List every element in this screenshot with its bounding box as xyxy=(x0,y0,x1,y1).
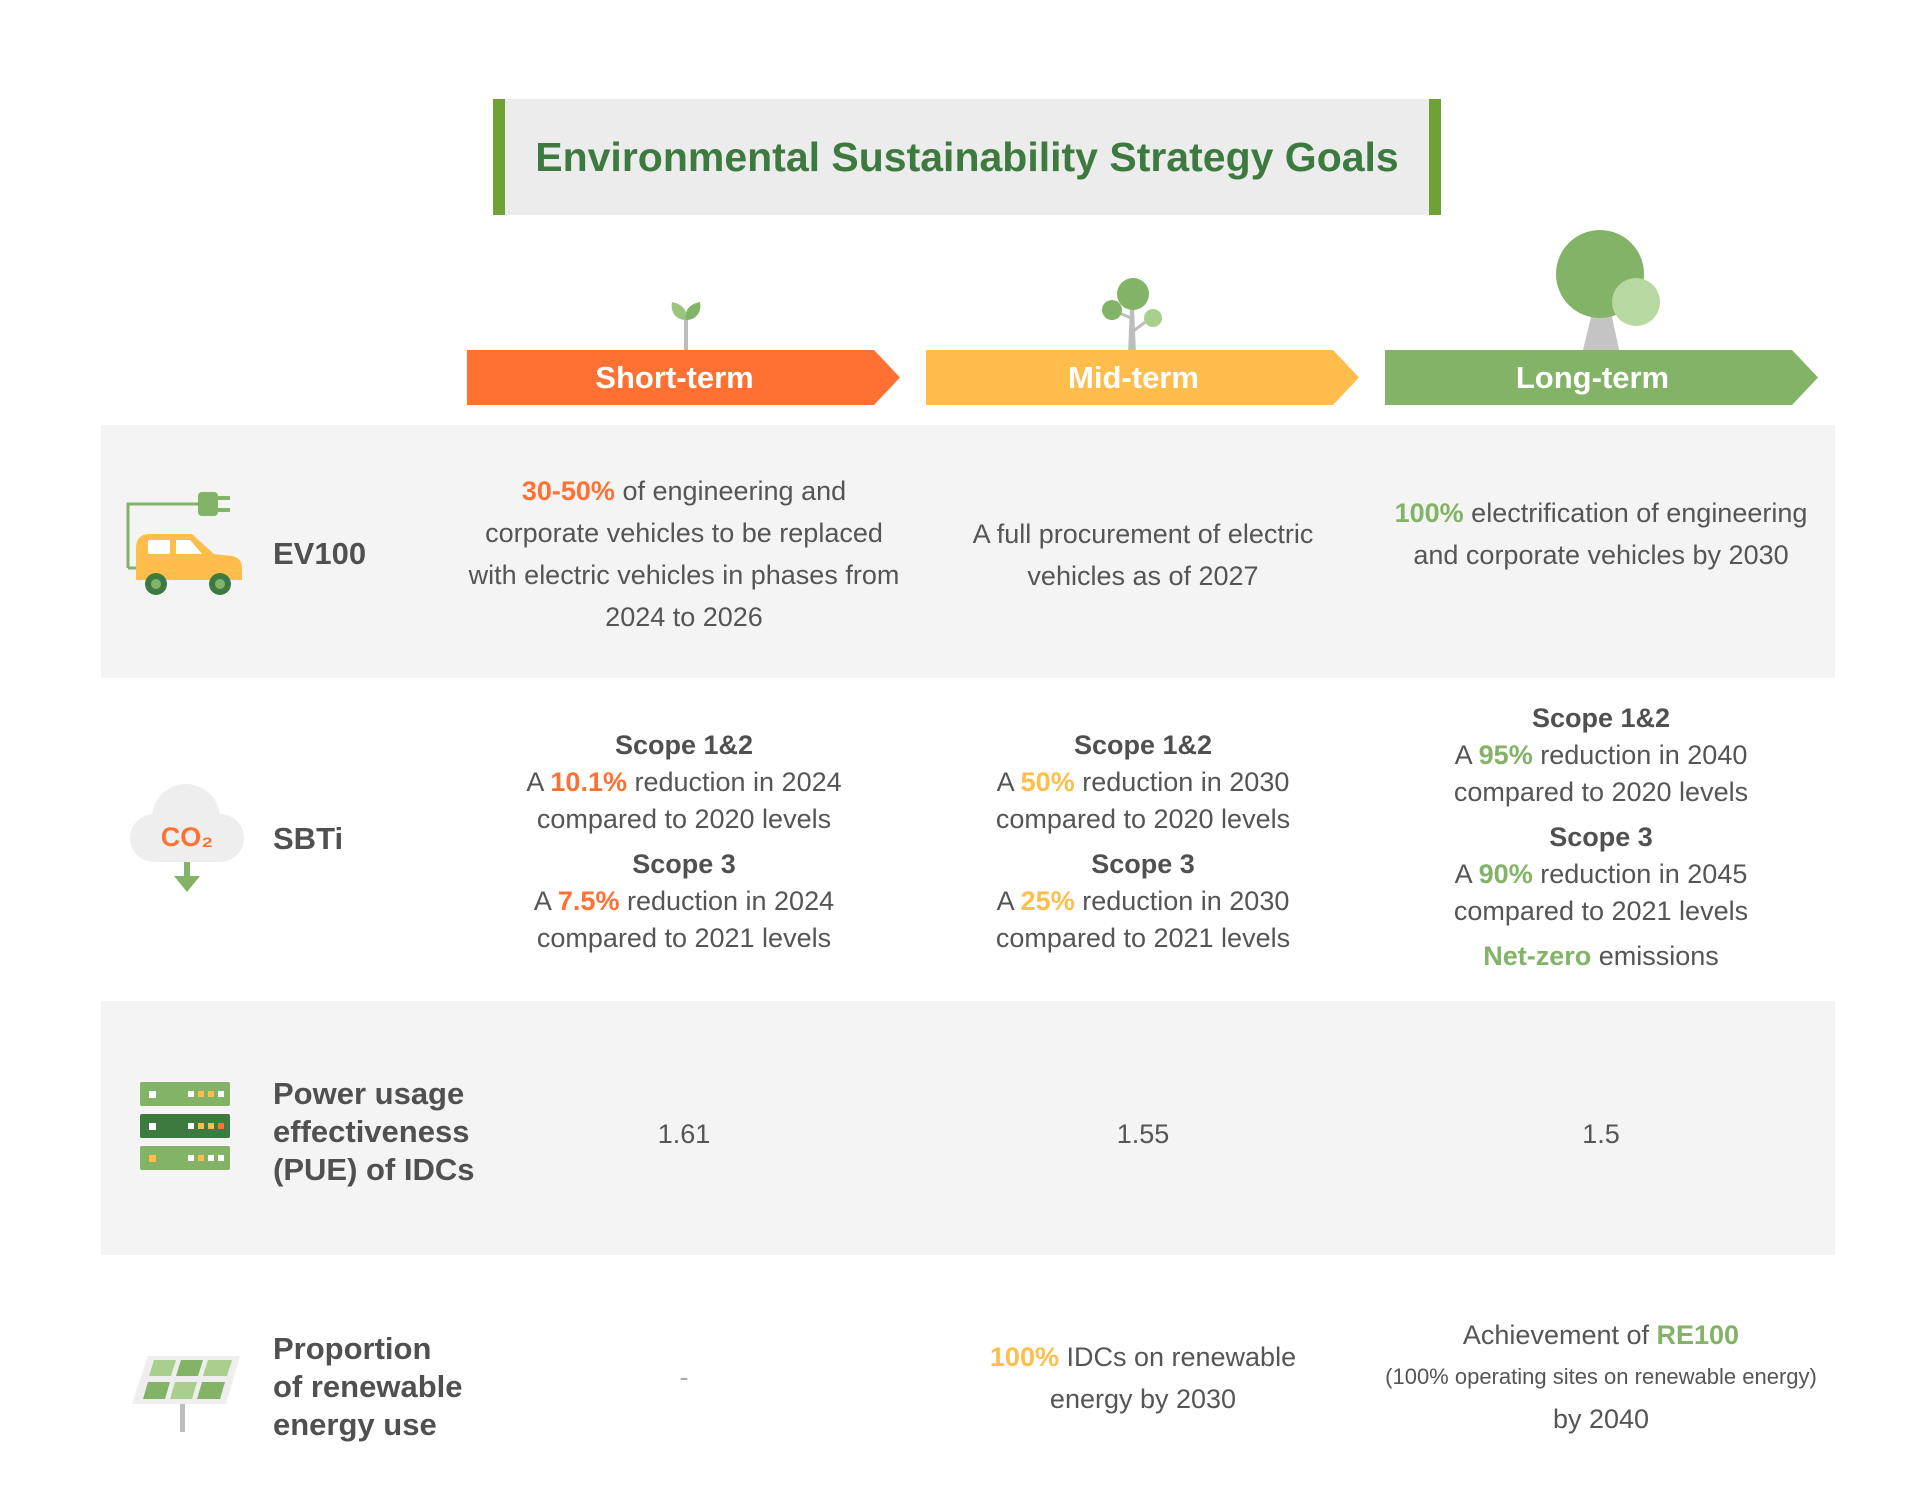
ev100-long-text: electrification of engineering and corpo… xyxy=(1413,498,1808,570)
sbti-short-scope12-title: Scope 1&2 xyxy=(614,730,754,760)
long-term-header: Long-term xyxy=(1385,350,1818,405)
sbti-long-scope12-pre: A xyxy=(1454,740,1479,770)
renewable-mid-highlight: 100% xyxy=(989,1342,1059,1372)
sbti-mid-scope12-highlight: 50% xyxy=(1020,767,1075,797)
sbti-mid-scope3-title: Scope 3 xyxy=(1091,849,1195,879)
sbti-short-scope3-title: Scope 3 xyxy=(632,849,736,879)
pue-mid-term-value: 1.55 xyxy=(1116,1119,1170,1149)
pue-label: Power usage effectiveness (PUE) of IDCs xyxy=(273,1075,475,1189)
sbti-long-scope3-line2: compared to 2021 levels xyxy=(1453,896,1749,926)
sbti-long-scope12-title: Scope 1&2 xyxy=(1531,703,1671,733)
solar-panel-icon xyxy=(132,1356,240,1432)
sbti-mid-scope3-highlight: 25% xyxy=(1020,886,1075,916)
pue-label-line-2: effectiveness xyxy=(273,1114,470,1149)
renewable-mid-text: IDCs on renewable energy by 2030 xyxy=(1049,1342,1297,1414)
sbti-short-term-cell: Scope 1&2 A 10.1% reduction in 2024 comp… xyxy=(464,727,904,957)
title-banner: Environmental Sustainability Strategy Go… xyxy=(493,99,1441,215)
sbti-mid-scope12-pre: A xyxy=(996,767,1021,797)
electric-car-icon xyxy=(126,492,242,595)
pue-label-line-3: (PUE) of IDCs xyxy=(273,1152,475,1187)
small-tree-icon xyxy=(1102,278,1162,354)
renewable-label-line-2: of renewable xyxy=(273,1369,463,1404)
renewable-label-line-1: Proportion xyxy=(273,1331,432,1366)
short-term-header: Short-term xyxy=(467,350,900,405)
ev100-short-highlight: 30-50% xyxy=(521,476,615,506)
sbti-long-netzero-highlight: Net-zero xyxy=(1483,941,1592,971)
sprout-icon xyxy=(671,302,701,354)
co2-cloud-icon: CO₂ xyxy=(130,784,244,892)
sbti-long-scope12-line2: compared to 2020 levels xyxy=(1453,777,1749,807)
row-ev100 xyxy=(101,425,1835,678)
ev100-long-highlight: 100% xyxy=(1394,498,1464,528)
sbti-short-scope12-highlight: 10.1% xyxy=(550,767,627,797)
sbti-short-scope3-highlight: 7.5% xyxy=(557,886,620,916)
renewable-long-post: by 2040 xyxy=(1552,1404,1650,1434)
renewable-label-line-3: energy use xyxy=(273,1407,437,1442)
sbti-long-scope3-title: Scope 3 xyxy=(1549,822,1653,852)
renewable-label: Proportion of renewable energy use xyxy=(273,1330,463,1444)
large-tree-icon xyxy=(1556,230,1660,354)
sbti-mid-term-cell: Scope 1&2 A 50% reduction in 2030 compar… xyxy=(923,727,1363,957)
page-title: Environmental Sustainability Strategy Go… xyxy=(535,133,1399,180)
server-rack-icon xyxy=(140,1082,230,1170)
sbti-long-scope3-pre: A xyxy=(1454,859,1479,889)
pue-short-term-value: 1.61 xyxy=(657,1119,711,1149)
renewable-long-note: (100% operating sites on renewable energ… xyxy=(1385,1364,1817,1389)
ev100-long-term-cell: 100% electrification of engineering and … xyxy=(1381,492,1821,576)
sbti-short-scope12-line2: compared to 2020 levels xyxy=(536,804,832,834)
sbti-long-scope3-post: reduction in 2045 xyxy=(1532,859,1748,889)
sbti-short-scope12-pre: A xyxy=(526,767,551,797)
renewable-short-term-value: - xyxy=(679,1362,689,1392)
ev100-mid-term-cell: A full procurement of electric vehicles … xyxy=(943,513,1343,597)
sbti-long-scope12-highlight: 95% xyxy=(1478,740,1533,770)
renewable-mid-term-cell: 100% IDCs on renewable energy by 2030 xyxy=(973,1336,1313,1420)
ev100-short-term-cell: 30-50% of engineering and corporate vehi… xyxy=(464,470,904,638)
co2-icon-text: CO₂ xyxy=(161,822,214,852)
ev100-label: EV100 xyxy=(273,536,367,571)
ev100-mid-text: A full procurement of electric vehicles … xyxy=(972,519,1314,591)
sbti-short-scope12-post: reduction in 2024 xyxy=(626,767,842,797)
mid-term-header: Mid-term xyxy=(926,350,1359,405)
sbti-short-scope3-pre: A xyxy=(533,886,558,916)
sbti-short-scope3-post: reduction in 2024 xyxy=(619,886,835,916)
pue-long-term-value: 1.5 xyxy=(1582,1119,1620,1149)
sbti-long-scope3-highlight: 90% xyxy=(1478,859,1533,889)
sbti-label: SBTi xyxy=(273,821,344,856)
ev100-short-text: of engineering and corporate vehicles to… xyxy=(468,476,900,632)
sbti-long-netzero-text: emissions xyxy=(1591,941,1719,971)
sbti-mid-scope3-pre: A xyxy=(996,886,1021,916)
sbti-long-term-cell: Scope 1&2 A 95% reduction in 2040 compar… xyxy=(1381,700,1821,975)
renewable-long-term-cell: Achievement of RE100 (100% operating sit… xyxy=(1381,1314,1821,1440)
sbti-mid-scope12-post: reduction in 2030 xyxy=(1074,767,1290,797)
row-pue xyxy=(101,1001,1835,1255)
sbti-mid-scope3-post: reduction in 2030 xyxy=(1074,886,1290,916)
pue-label-line-1: Power usage xyxy=(273,1076,465,1111)
sbti-mid-scope12-title: Scope 1&2 xyxy=(1073,730,1213,760)
sbti-long-scope12-post: reduction in 2040 xyxy=(1532,740,1748,770)
sbti-short-scope3-line2: compared to 2021 levels xyxy=(536,923,832,953)
sbti-mid-scope3-line2: compared to 2021 levels xyxy=(995,923,1291,953)
renewable-long-pre: Achievement of xyxy=(1462,1320,1657,1350)
sbti-mid-scope12-line2: compared to 2020 levels xyxy=(995,804,1291,834)
renewable-long-highlight: RE100 xyxy=(1656,1320,1740,1350)
